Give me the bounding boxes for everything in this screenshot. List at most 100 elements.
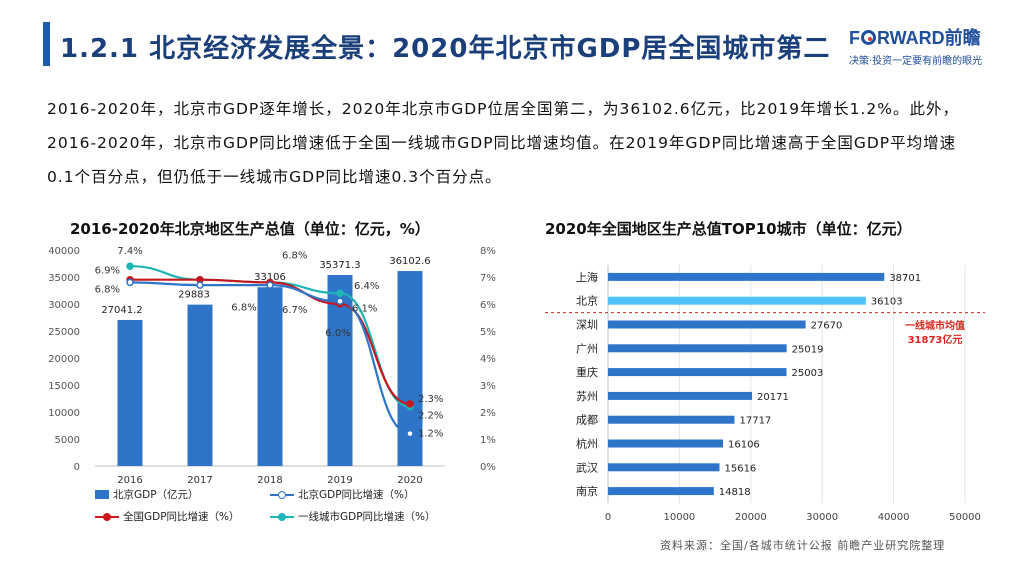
x-tick-label: 40000 [878, 512, 910, 523]
bar-value-label: 27670 [811, 321, 843, 332]
growth-point-1 [336, 297, 344, 306]
y-tick-label: 10000 [48, 408, 80, 419]
x-tick-label: 2016 [117, 475, 142, 486]
growth-label: 6.8% [282, 250, 307, 261]
y-tick-label: 15000 [48, 381, 80, 392]
page-title: 1.2.1 北京经济发展全景：2020年北京市GDP居全国城市第二 [60, 34, 831, 64]
city-gdp-bar [608, 368, 787, 377]
growth-point-2 [406, 400, 414, 408]
y2-tick-label: 8% [480, 246, 496, 257]
gdp-bar-label: 27041.2 [101, 305, 142, 316]
bar-value-label: 25019 [792, 344, 824, 355]
city-gdp-bar [608, 296, 866, 305]
category-label: 杭州 [576, 437, 598, 451]
gdp-bar [117, 319, 143, 466]
city-gdp-bar [608, 344, 787, 353]
city-gdp-bar [608, 463, 720, 472]
bar-value-label: 25003 [792, 368, 824, 379]
logo-o-icon [861, 30, 876, 45]
x-tick-label: 20000 [735, 512, 767, 523]
category-label: 南京 [576, 484, 598, 498]
growth-label: 6.7% [282, 305, 307, 316]
legend-line [270, 512, 294, 522]
y2-tick-label: 7% [480, 273, 496, 284]
category-label: 北京 [576, 294, 598, 308]
growth-point-1 [196, 281, 204, 289]
growth-point-3 [126, 262, 134, 270]
growth-point-2 [336, 300, 344, 308]
y-tick-label: 30000 [48, 300, 80, 311]
category-label: 武汉 [576, 461, 598, 474]
growth-label: 6.8% [231, 302, 256, 313]
legend-label: 北京GDP（亿元） [113, 489, 199, 501]
x-tick-label: 2020 [397, 475, 422, 486]
gdp-bar [327, 274, 353, 466]
y-tick-label: 5000 [55, 435, 80, 446]
y2-tick-label: 0% [480, 462, 496, 473]
category-label: 上海 [576, 270, 598, 284]
y2-tick-label: 6% [480, 300, 496, 311]
growth-point-2 [266, 278, 274, 287]
y2-tick-label: 1% [480, 435, 496, 446]
city-gdp-bar [608, 391, 753, 400]
x-tick-label: 10000 [663, 512, 695, 523]
x-tick-label: 0 [605, 512, 611, 523]
category-label: 苏州 [576, 390, 598, 403]
legend-line [95, 512, 119, 522]
legend-label: 全国GDP同比增速（%） [123, 511, 240, 523]
growth-label: 6.0% [325, 328, 350, 339]
growth-label: 2.3% [418, 394, 443, 405]
legend-item-national-growth: 全国GDP同比增速（%） [95, 509, 240, 524]
city-gdp-bar [608, 272, 885, 281]
y2-tick-label: 4% [480, 354, 496, 365]
source-note: 资料来源：全国/各城市统计公报 前瞻产业研究院整理 [660, 539, 946, 552]
growth-point-3 [196, 275, 204, 284]
y-tick-label: 25000 [48, 327, 80, 338]
growth-label: 6.1% [352, 303, 377, 314]
y-tick-label: 35000 [48, 273, 80, 284]
growth-label: 2.2% [418, 411, 443, 422]
bar-value-label: 20171 [757, 392, 789, 403]
title-accent-bar [43, 22, 50, 66]
growth-point-1 [126, 278, 134, 287]
category-label: 重庆 [576, 365, 598, 379]
legend-item-bj-growth: 北京GDP同比增速（%） [270, 487, 415, 502]
city-gdp-bar [608, 487, 714, 496]
city-gdp-bar [608, 320, 806, 329]
category-label: 成都 [576, 414, 598, 427]
growth-line-3 [129, 265, 411, 408]
chart2-title: 2020年全国地区生产总值TOP10城市（单位：亿元） [545, 220, 912, 238]
category-label: 广州 [576, 342, 598, 355]
growth-line-1 [129, 281, 411, 435]
legend-label: 一线城市GDP同比增速（%） [298, 511, 436, 523]
growth-point-1 [406, 429, 414, 438]
bar-value-label: 17717 [739, 416, 771, 427]
growth-point-1 [266, 281, 274, 289]
x-tick-label: 2018 [257, 475, 282, 486]
city-gdp-bar [608, 439, 723, 448]
x-tick-label: 2019 [327, 475, 352, 486]
gdp-bar-label: 33106 [254, 272, 286, 283]
logo: F RWARD前瞻 决策·投资一定要有前瞻的眼光 [849, 24, 999, 67]
y2-tick-label: 5% [480, 327, 496, 338]
intro-paragraph: 2016-2020年，北京市GDP逐年增长，2020年北京市GDP位居全国第二，… [47, 100, 959, 186]
annotation-line2: 31873亿元 [907, 335, 963, 346]
growth-label: 6.9% [95, 266, 120, 277]
legend-item-gdp: 北京GDP（亿元） [95, 487, 199, 502]
category-label: 深圳 [576, 319, 598, 332]
growth-label: 1.2% [418, 429, 443, 440]
bar-value-label: 36103 [871, 297, 903, 308]
gdp-bar [187, 304, 213, 466]
legend-item-tier1-growth: 一线城市GDP同比增速（%） [270, 509, 436, 524]
growth-point-3 [266, 278, 274, 287]
y2-tick-label: 3% [480, 381, 496, 392]
x-tick-label: 50000 [949, 512, 981, 523]
y-tick-label: 0 [74, 462, 80, 473]
growth-point-3 [406, 402, 414, 411]
growth-point-3 [336, 289, 344, 297]
growth-label: 6.4% [354, 281, 379, 292]
gdp-bar [257, 287, 283, 466]
gdp-bar-label: 29883 [178, 290, 210, 301]
legend-label: 北京GDP同比增速（%） [298, 489, 415, 501]
bar-value-label: 16106 [728, 440, 760, 451]
